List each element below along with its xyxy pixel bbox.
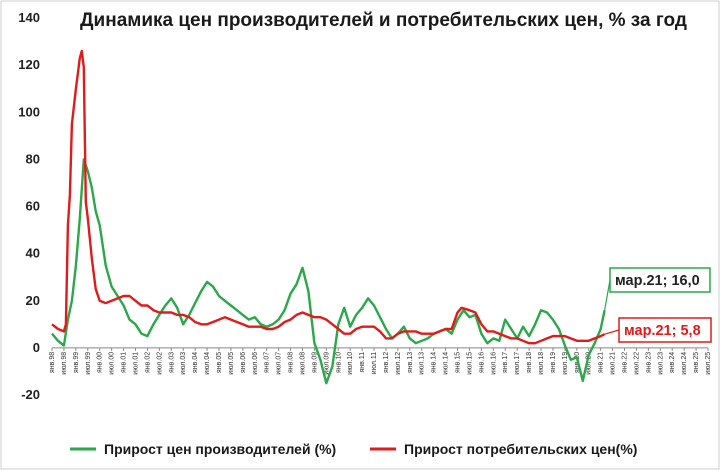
- x-tick-label: июл.14: [443, 352, 450, 375]
- x-tick-label: янв.07: [264, 352, 271, 373]
- x-tick-label: янв.18: [526, 352, 533, 373]
- y-tick-label: 120: [18, 57, 40, 72]
- x-tick-label: янв.25: [693, 352, 700, 373]
- x-tick-label: янв.16: [478, 352, 485, 373]
- y-tick-label: 0: [33, 340, 40, 355]
- y-tick-label: 140: [18, 10, 40, 25]
- y-tick-label: 100: [18, 104, 40, 119]
- chart-title: Динамика цен производителей и потребител…: [80, 10, 687, 31]
- callout-label: мар.21; 16,0: [615, 273, 700, 289]
- legend-label-consumer: Прирост потребительских цен(%): [404, 441, 637, 457]
- x-tick-label: янв.19: [550, 352, 557, 373]
- x-tick-label: июл.99: [85, 352, 92, 375]
- x-tick-label: июл.98: [61, 352, 68, 375]
- x-tick-label: июл.21: [610, 352, 617, 375]
- y-tick-label: 40: [26, 246, 40, 261]
- x-tick-label: июл.04: [204, 352, 211, 375]
- legend: Прирост цен производителей (%) Прирост п…: [70, 441, 637, 457]
- x-tick-label: июл.17: [514, 352, 521, 375]
- x-tick-label: июл.19: [562, 352, 569, 375]
- x-tick-label: июл.05: [228, 352, 235, 375]
- x-tick-label: июл.23: [657, 352, 664, 375]
- x-tick-label: июл.13: [419, 352, 426, 375]
- y-tick-label: -20: [21, 387, 40, 402]
- x-tick-label: янв.04: [192, 352, 199, 373]
- x-tick-label: янв.17: [502, 352, 509, 373]
- x-tick-label: июл.09: [323, 352, 330, 375]
- callout-box: [609, 267, 711, 293]
- x-tick-label: янв.01: [121, 352, 128, 373]
- x-tick-label: июл.16: [490, 352, 497, 375]
- x-tick-label: июл.24: [681, 352, 688, 375]
- x-tick-label: янв.10: [335, 352, 342, 373]
- x-tick-label: июл.25: [705, 352, 712, 375]
- x-tick-label: июл.00: [109, 352, 116, 375]
- x-tick-label: июл.20: [586, 352, 593, 375]
- x-tick-label: июл.18: [538, 352, 545, 375]
- consumer-price-line: [51, 49, 606, 345]
- legend-label-producer: Прирост цен производителей (%): [104, 441, 336, 457]
- callout-label: мар.21; 5,8: [624, 323, 701, 339]
- x-tick-label: янв.08: [288, 352, 295, 373]
- x-tick-label: июл.22: [633, 352, 640, 375]
- callout-leader: [604, 329, 620, 335]
- x-tick-label: янв.12: [383, 352, 390, 373]
- x-tick-label: янв.03: [168, 352, 175, 373]
- x-tick-label: июл.12: [395, 352, 402, 375]
- x-tick-label: янв.21: [598, 352, 605, 373]
- y-axis: -20 0 20 40 60 80 100 120 140: [18, 10, 40, 402]
- x-tick-label: янв.02: [144, 352, 151, 373]
- x-tick-label: июл.10: [347, 352, 354, 375]
- x-axis: янв.98 июл.98 янв.99 июл.99 янв.00 июл.00 янв.…: [49, 347, 712, 375]
- x-tick-label: янв.98: [49, 352, 56, 373]
- producer-price-line: [51, 158, 606, 385]
- callout-box: [618, 317, 712, 343]
- y-tick-label: 60: [26, 199, 40, 214]
- x-tick-label: июл.06: [252, 352, 259, 375]
- x-tick-label: янв.99: [73, 352, 80, 373]
- y-tick-label: 80: [26, 151, 40, 166]
- x-tick-label: июл.02: [156, 352, 163, 375]
- series-layer: [51, 49, 606, 385]
- x-tick-label: июл.08: [299, 352, 306, 375]
- x-tick-label: янв.09: [311, 352, 318, 373]
- x-tick-label: июл.07: [276, 352, 283, 375]
- x-tick-label: янв.24: [669, 352, 676, 373]
- x-tick-label: июл.01: [132, 352, 139, 375]
- x-tick-label: янв.11: [359, 352, 366, 373]
- x-tick-label: янв.22: [622, 352, 629, 373]
- x-tick-label: июл.15: [466, 352, 473, 375]
- y-tick-label: 20: [26, 293, 40, 308]
- x-tick-label: янв.14: [431, 352, 438, 373]
- x-tick-label: июл.11: [371, 352, 378, 374]
- x-tick-label: янв.23: [645, 352, 652, 373]
- x-tick-label: янв.05: [216, 352, 223, 373]
- x-tick-label: янв.00: [97, 352, 104, 373]
- callouts: мар.21; 16,0 мар.21; 5,8: [604, 267, 712, 343]
- x-tick-label: янв.06: [240, 352, 247, 373]
- callout-leader: [604, 279, 611, 311]
- x-tick-label: июл.03: [180, 352, 187, 375]
- x-tick-label: янв.15: [455, 352, 462, 373]
- x-tick-label: янв.13: [407, 352, 414, 373]
